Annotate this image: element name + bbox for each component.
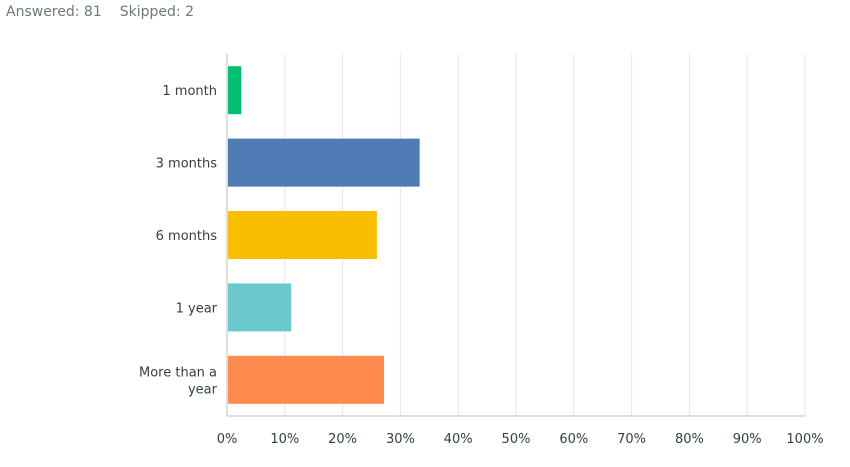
x-tick-label: 80% bbox=[675, 432, 704, 447]
skipped-count: Skipped: 2 bbox=[119, 4, 194, 20]
bar[interactable] bbox=[228, 283, 292, 332]
x-tick-label: 30% bbox=[386, 432, 415, 447]
x-tick-label: 100% bbox=[786, 432, 823, 447]
x-tick-label: 10% bbox=[270, 432, 299, 447]
response-summary: Answered: 81 Skipped: 2 bbox=[6, 4, 194, 20]
bar[interactable] bbox=[228, 355, 384, 404]
category-label: 6 months bbox=[156, 229, 218, 244]
x-tick-label: 0% bbox=[217, 432, 238, 447]
bar[interactable] bbox=[228, 66, 242, 115]
x-tick-label: 90% bbox=[733, 432, 762, 447]
bar[interactable] bbox=[228, 138, 420, 187]
category-label: More than a year bbox=[139, 365, 218, 397]
category-label: 1 month bbox=[162, 84, 217, 99]
bar[interactable] bbox=[228, 211, 377, 259]
x-tick-label: 60% bbox=[559, 432, 588, 447]
x-tick-label: 50% bbox=[502, 432, 531, 447]
category-label: 1 year bbox=[176, 301, 218, 316]
answered-count: Answered: 81 bbox=[6, 4, 102, 20]
x-tick-label: 40% bbox=[444, 432, 473, 447]
category-label: 3 months bbox=[156, 157, 218, 172]
x-tick-label: 70% bbox=[617, 432, 646, 447]
x-tick-label: 20% bbox=[328, 432, 357, 447]
